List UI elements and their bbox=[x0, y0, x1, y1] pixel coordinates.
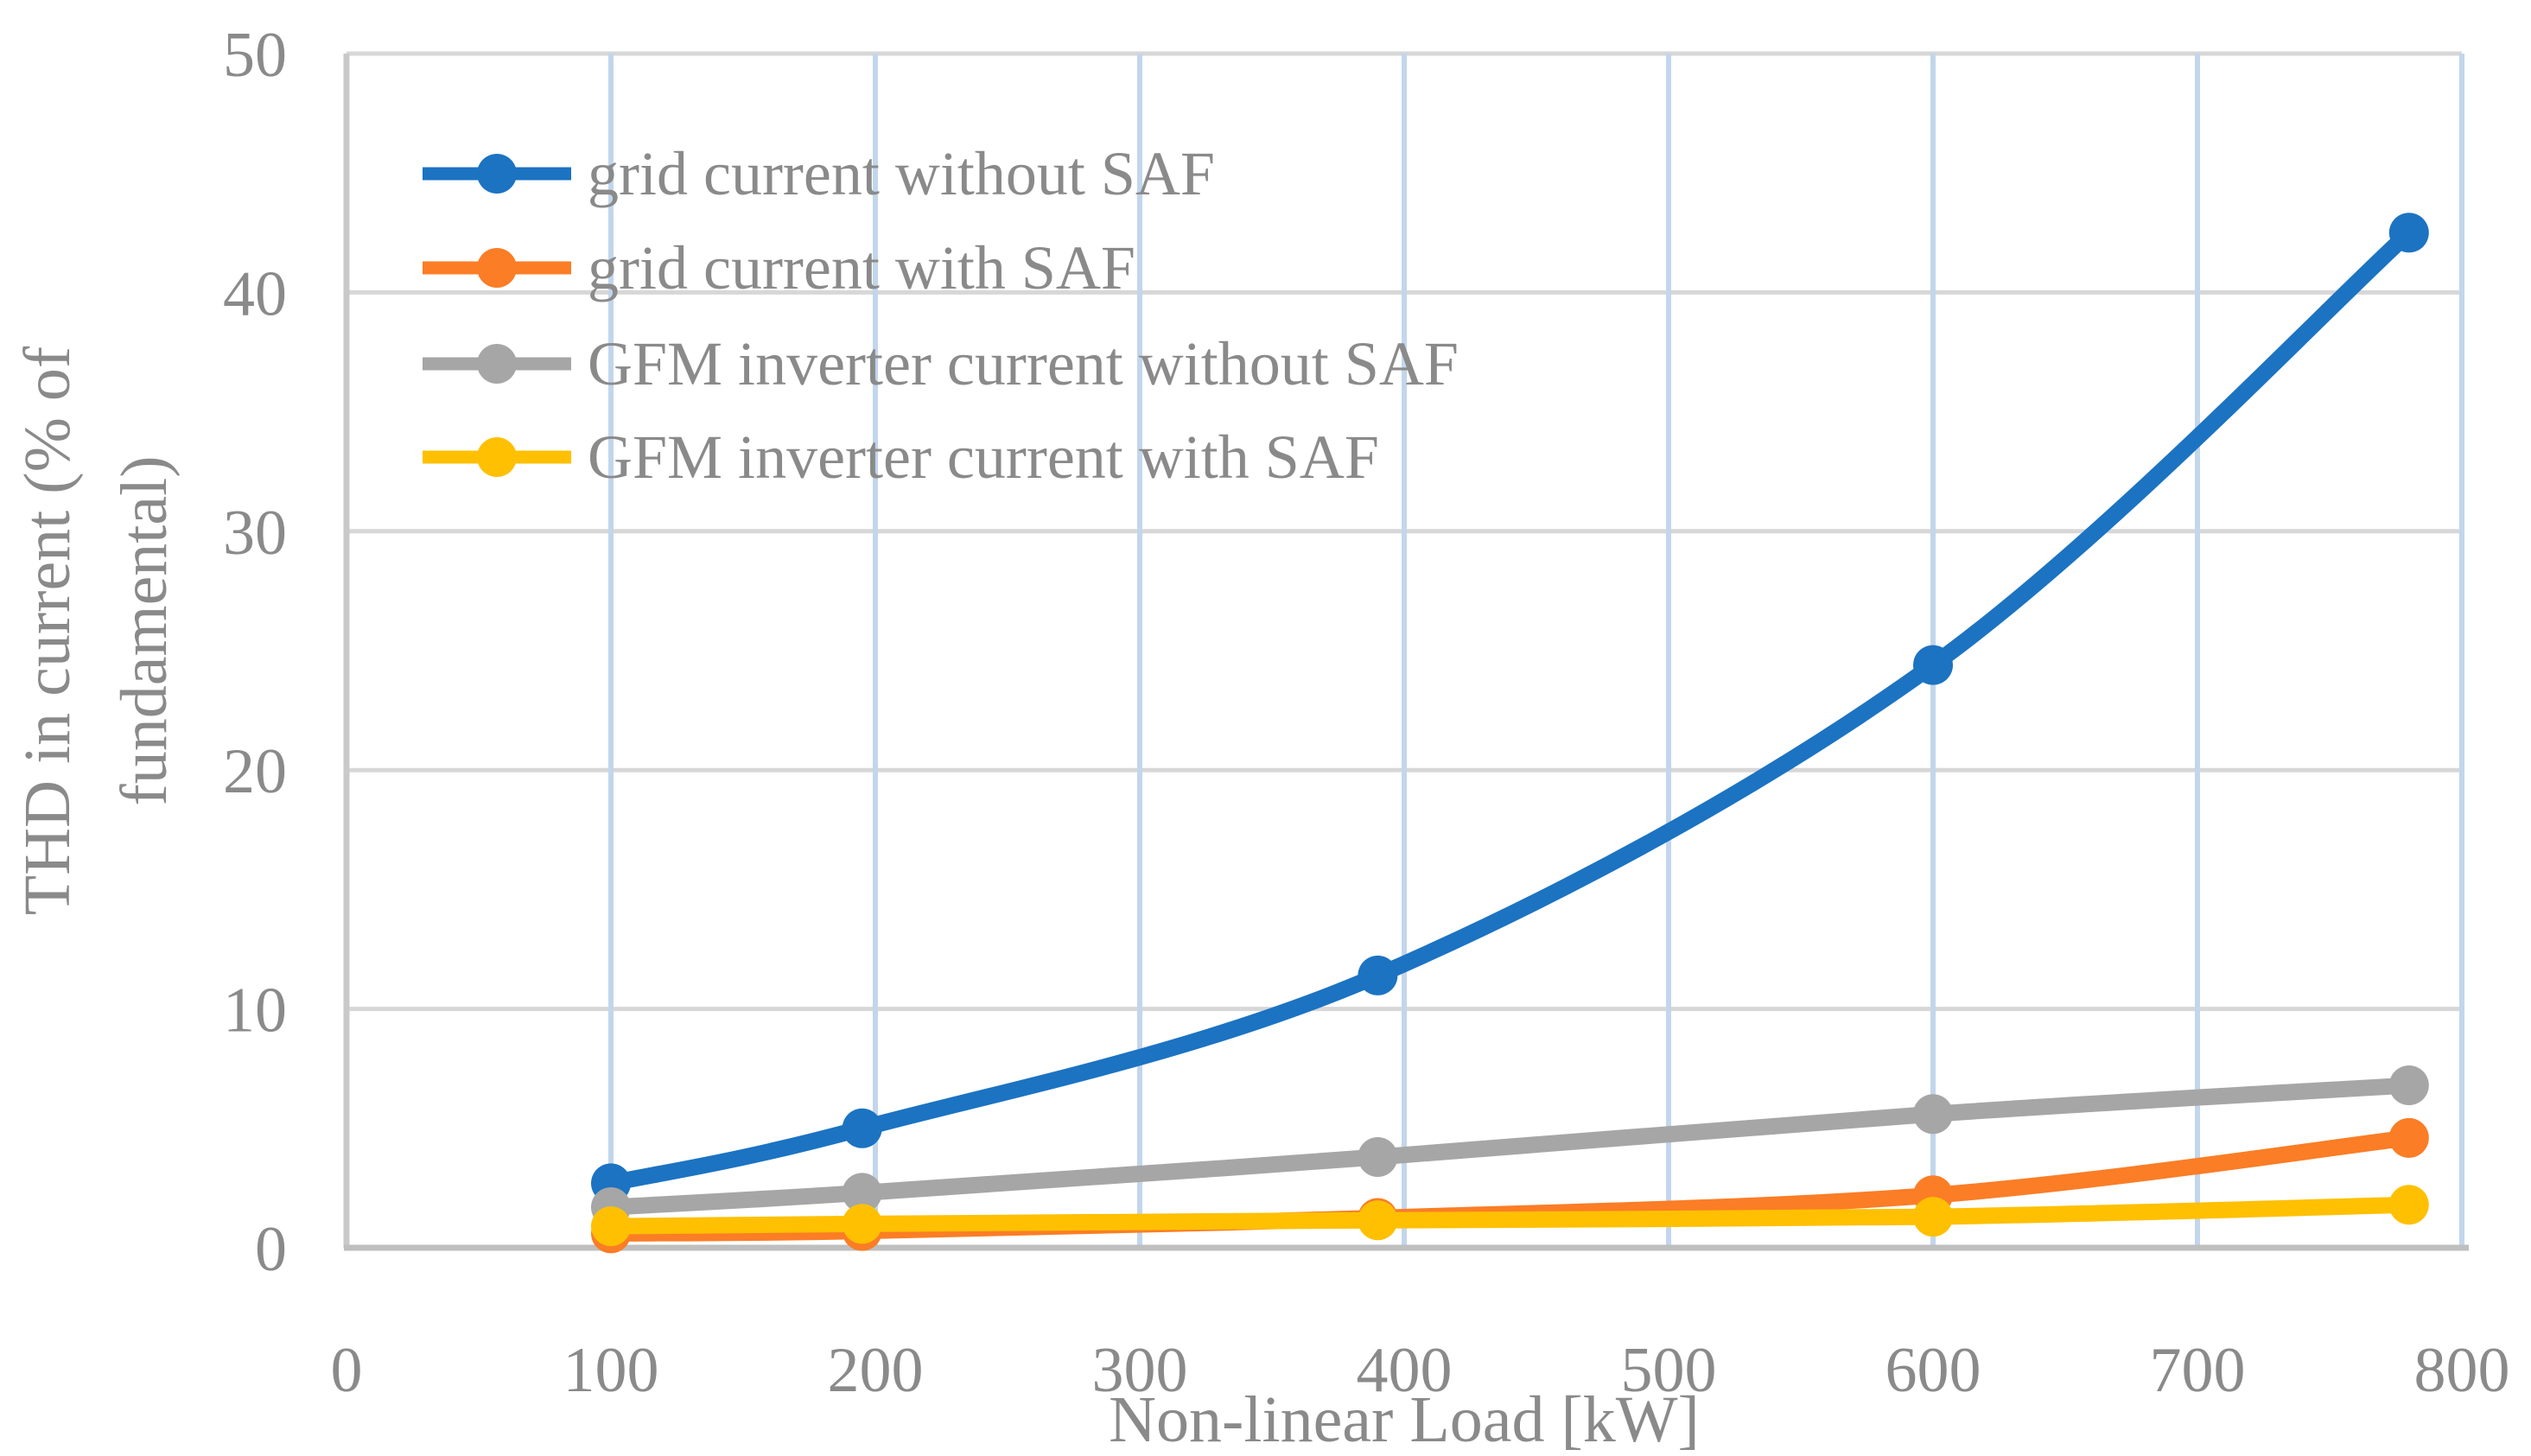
legend-item: GFM inverter current with SAF bbox=[423, 423, 1379, 492]
data-point-marker bbox=[1358, 955, 1398, 995]
y-tick-label: 0 bbox=[255, 1214, 287, 1285]
y-tick-label: 20 bbox=[223, 736, 287, 807]
data-point-marker bbox=[2388, 1065, 2429, 1106]
data-point-marker bbox=[2388, 1185, 2429, 1225]
vertical-gridlines bbox=[608, 54, 2464, 1248]
data-point-marker bbox=[591, 1206, 631, 1247]
legend-label: grid current with SAF bbox=[588, 233, 1135, 302]
data-series bbox=[591, 213, 2429, 1254]
data-point-marker bbox=[842, 1173, 882, 1213]
y-tick-label: 30 bbox=[223, 498, 287, 569]
x-tick-label: 800 bbox=[2414, 1335, 2510, 1406]
series-4 bbox=[591, 1185, 2429, 1247]
legend-label: GFM inverter current with SAF bbox=[588, 423, 1379, 492]
y-axis-title-line1: THD in current (% of bbox=[11, 346, 84, 915]
x-tick-label: 300 bbox=[1092, 1335, 1188, 1406]
y-tick-label: 10 bbox=[223, 976, 287, 1046]
data-point-marker bbox=[1913, 1094, 1953, 1135]
legend-item: GFM inverter current without SAF bbox=[423, 329, 1459, 398]
series-line bbox=[602, 224, 2418, 1192]
x-tick-labels: 0 100 200 300 400 500 600 700 800 bbox=[331, 1335, 2510, 1406]
x-axis-title: Non-linear Load [kW] bbox=[1109, 1383, 1700, 1456]
series-3 bbox=[591, 1065, 2429, 1228]
data-point-marker bbox=[2388, 1117, 2429, 1158]
legend-marker-dot bbox=[477, 154, 517, 194]
y-axis-title: THD in current (% of fundamental) bbox=[11, 346, 181, 915]
x-tick-label: 100 bbox=[563, 1335, 659, 1406]
x-tick-label: 0 bbox=[331, 1335, 363, 1406]
x-tick-label: 200 bbox=[828, 1335, 924, 1406]
series-line bbox=[602, 1196, 2418, 1235]
x-tick-label: 600 bbox=[1886, 1335, 1981, 1406]
data-point-marker bbox=[842, 1204, 882, 1244]
y-tick-label: 40 bbox=[223, 258, 287, 329]
legend-item: grid current without SAF bbox=[423, 139, 1215, 208]
axis-lines bbox=[343, 54, 2469, 1251]
x-tick-label: 500 bbox=[1621, 1335, 1717, 1406]
data-point-marker bbox=[1913, 645, 1953, 685]
legend: grid current without SAF grid current wit… bbox=[423, 139, 1459, 492]
data-point-marker bbox=[1913, 1197, 1953, 1237]
y-tick-labels: 0 10 20 30 40 50 bbox=[223, 20, 287, 1285]
legend-label: grid current without SAF bbox=[588, 139, 1215, 208]
legend-item: grid current with SAF bbox=[423, 233, 1135, 302]
x-tick-label: 700 bbox=[2150, 1335, 2246, 1406]
data-point-marker bbox=[2388, 213, 2429, 253]
data-point-marker bbox=[1358, 1200, 1398, 1241]
legend-label: GFM inverter current without SAF bbox=[588, 329, 1459, 398]
data-point-marker bbox=[1358, 1136, 1398, 1177]
legend-marker-dot bbox=[477, 437, 517, 477]
series-line bbox=[602, 1077, 2418, 1216]
y-tick-label: 50 bbox=[223, 20, 287, 91]
legend-marker-dot bbox=[477, 248, 517, 288]
data-point-marker bbox=[842, 1108, 882, 1148]
x-tick-label: 400 bbox=[1357, 1335, 1453, 1406]
legend-marker-dot bbox=[477, 344, 517, 384]
y-axis-title-line2: fundamental) bbox=[108, 455, 181, 805]
